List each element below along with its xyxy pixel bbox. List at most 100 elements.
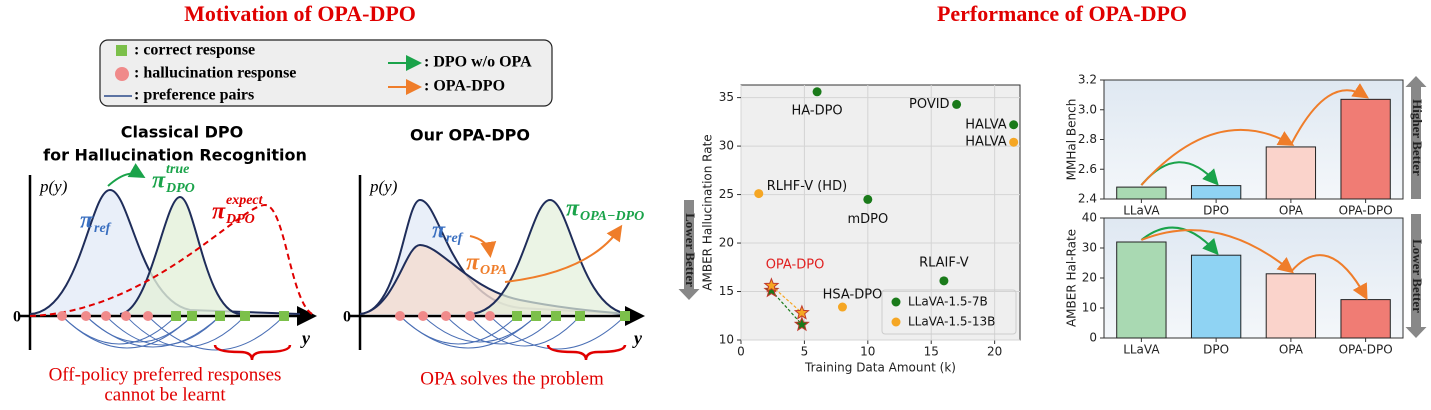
curve (469, 198, 631, 315)
y-tick-label: 10 (1082, 301, 1097, 315)
squares (512, 311, 630, 321)
y-tick-label: 3.2 (1078, 73, 1097, 87)
math-sub: ref (446, 231, 464, 246)
point (812, 87, 822, 97)
curve (29, 203, 313, 317)
star-point (793, 304, 810, 320)
side-arrow (1405, 214, 1427, 338)
caption: cannot be learnt (104, 384, 226, 405)
point-label: RLHF-V (HD) (767, 179, 847, 194)
dots (395, 311, 495, 321)
x-tick-label: OPA (1279, 204, 1304, 218)
bar (1340, 299, 1391, 339)
point (863, 194, 873, 204)
x-tick-label: DPO (1203, 343, 1229, 357)
y-tick-label: 40 (1082, 211, 1097, 225)
legend-box (881, 289, 1017, 335)
legend-marker (891, 317, 901, 327)
math-symbol: π (566, 196, 580, 222)
brace (546, 344, 627, 361)
pairs (399, 315, 626, 350)
star-point (793, 316, 810, 332)
side-note: Lower Better (1410, 239, 1425, 313)
x-tick-label: 20 (987, 345, 1002, 359)
point-label: POVID (909, 97, 950, 112)
math-sup: true (166, 162, 189, 177)
legend-marker (891, 297, 901, 307)
bar (1116, 186, 1167, 200)
star-point (763, 277, 780, 293)
math-symbol: π (80, 208, 94, 234)
axis-label: y (632, 328, 643, 348)
point-label: RLAIF-V (919, 255, 969, 270)
math-symbol: π (432, 218, 446, 244)
side-note: Higher Better (1410, 99, 1425, 176)
y-tick-label: 25 (719, 187, 734, 201)
caption: Off-policy preferred responses (49, 364, 282, 385)
pairs (61, 315, 285, 351)
x-tick-label: OPA (1279, 343, 1304, 357)
legend-text: : DPO w/o OPA (424, 54, 532, 71)
x-axis-label: Training Data Amount (k) (804, 361, 956, 375)
panel-title: Our OPA-DPO (410, 126, 530, 145)
point (1009, 137, 1019, 147)
connector (771, 285, 803, 314)
arrow (469, 235, 497, 258)
point (939, 276, 949, 286)
legend-box (99, 39, 553, 107)
math-symbol: π (466, 250, 480, 276)
bar (1190, 254, 1242, 339)
legend-text: : correct response (134, 42, 255, 59)
star-point (763, 282, 780, 298)
y-tick-label: 20 (1082, 271, 1097, 285)
point (754, 189, 764, 199)
caption: OPA solves the problem (420, 368, 604, 389)
connector (770, 290, 803, 325)
origin: 0 (13, 309, 21, 326)
bar (1265, 273, 1317, 339)
math-sub: OPA (480, 263, 507, 278)
origin: 0 (343, 309, 351, 326)
brace (213, 344, 292, 361)
x-tick-label: OPA-DPO (1339, 204, 1393, 218)
legend-text: : preference pairs (134, 87, 254, 104)
x-tick-label: LLaVA (1123, 204, 1160, 218)
y-tick-label: 20 (719, 236, 734, 250)
bar (1116, 241, 1167, 339)
point (952, 99, 962, 109)
annotation: OPA-DPO (766, 258, 825, 273)
y-tick-label: 15 (719, 284, 734, 298)
arrow (1140, 226, 1219, 256)
legend-square (116, 45, 127, 56)
side-arrow (678, 200, 700, 300)
bar (1265, 146, 1317, 200)
x-tick-label: 0 (737, 345, 745, 359)
arrow (1140, 128, 1295, 186)
axis-label: p(y) (369, 177, 398, 196)
math-sup: expect (226, 193, 264, 208)
y-tick-label: 30 (1082, 241, 1097, 255)
curve (119, 195, 241, 315)
legend-label: LLaVA-1.5-7B (908, 295, 988, 309)
y-tick-label: 3.0 (1078, 102, 1097, 116)
arrow (1290, 254, 1368, 301)
plot-area (740, 84, 1021, 341)
side-note: Lower Better (683, 213, 698, 287)
y-tick-label: 2.8 (1078, 132, 1097, 146)
legend-label: LLaVA-1.5-13B (908, 315, 995, 329)
y-tick-label: 0 (1089, 331, 1097, 345)
bar (1190, 185, 1242, 200)
x-tick-label: DPO (1203, 204, 1229, 218)
math-symbol: π (212, 199, 226, 225)
x-tick-label: 5 (801, 345, 809, 359)
point-label: HALVA (965, 117, 1007, 132)
legend-text: : hallucination response (134, 65, 296, 82)
math-sub: DPO (225, 212, 255, 227)
x-tick-label: OPA-DPO (1339, 343, 1393, 357)
point-label: HA-DPO (792, 103, 843, 118)
arrow (504, 224, 623, 283)
x-tick-label: LLaVA (1123, 343, 1160, 357)
math-sub: OPA−DPO (580, 209, 644, 224)
x-tick-label: 10 (860, 345, 875, 359)
panel-title: Classical DPO (121, 123, 244, 142)
